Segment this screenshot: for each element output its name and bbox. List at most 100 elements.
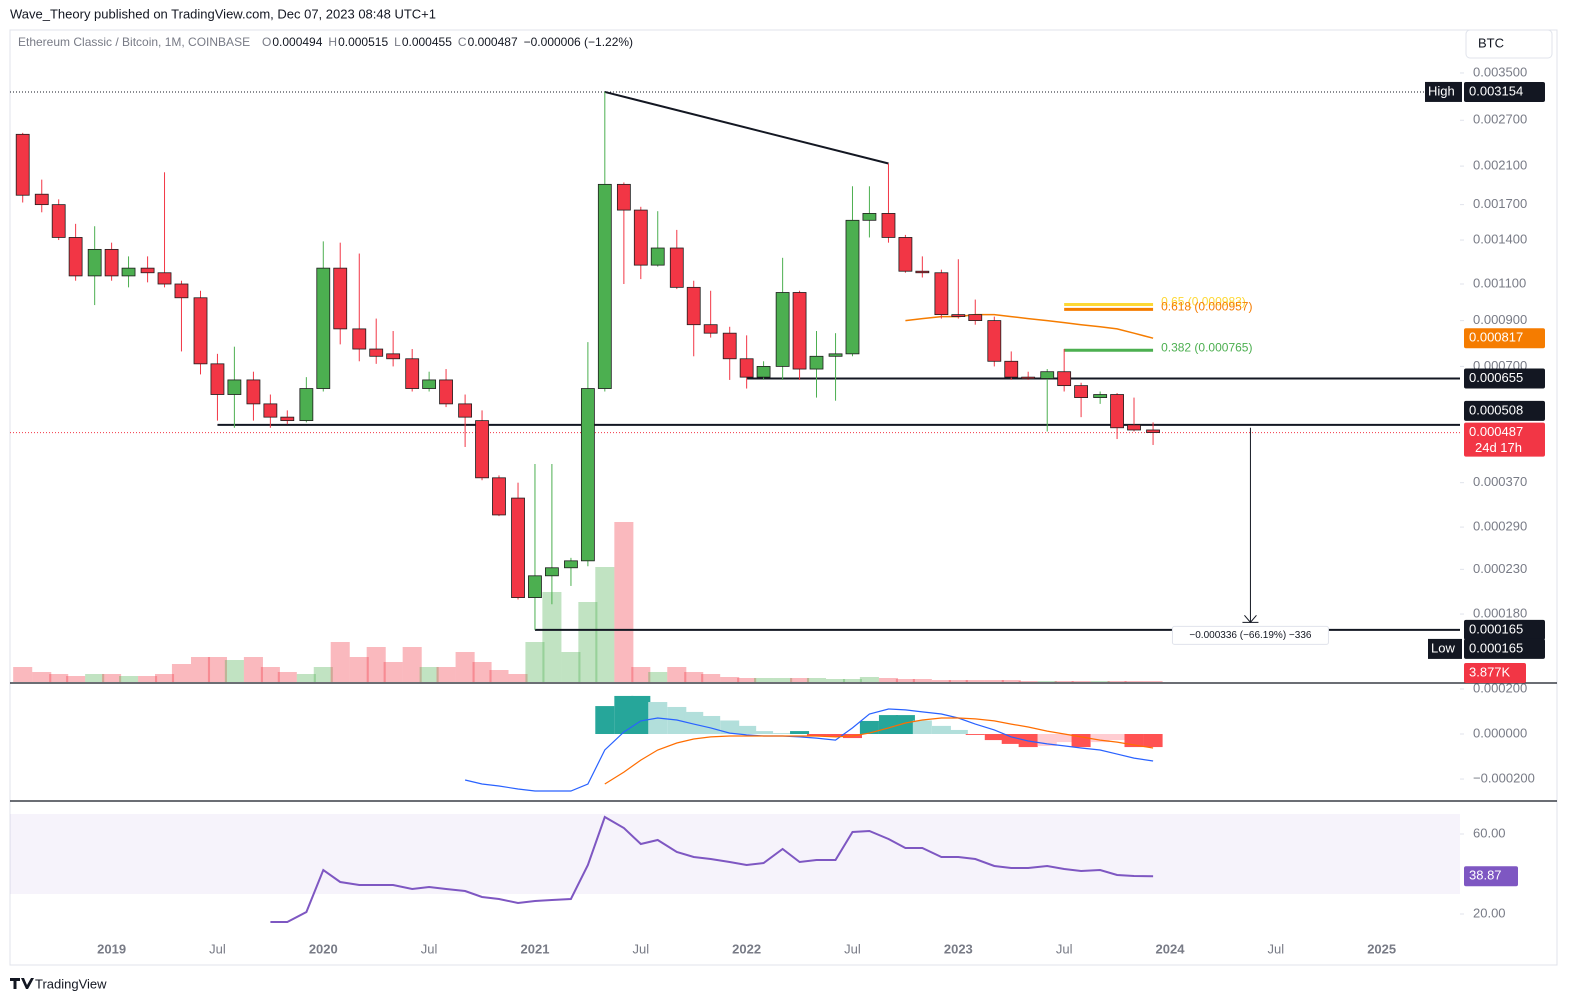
volume-value-box [1464,663,1526,683]
countdown: 24d 17h [1475,440,1522,455]
volume-bar [383,662,403,682]
candle-body [987,320,1002,362]
candle-body [686,286,701,326]
candle-body [1004,360,1019,378]
candle-body [669,247,684,288]
high-tag-box [1425,81,1462,102]
candle-body [280,416,295,422]
candle-body [809,355,824,370]
ma-value-box [1464,328,1545,349]
candle-body [881,213,896,238]
candle-body [580,388,595,562]
candle-body [934,272,949,316]
x-tick-label: Jul [209,941,226,956]
candle-body [458,403,473,418]
signal-line [604,717,1154,785]
x-tick-label: Jul [844,941,861,956]
volume-bar [1071,681,1091,682]
macd-histogram [790,731,810,735]
y-tick-label: 0.000370 [1473,474,1527,489]
candle-body [369,348,384,357]
candle-body [828,353,843,357]
macd-histogram [701,715,721,735]
macd-histogram [1107,734,1127,741]
volume-bar [489,670,509,682]
currency-button[interactable] [1465,29,1553,59]
ma-value: 0.000817 [1469,330,1523,345]
volume-bar [1001,680,1021,682]
volume-bar [313,667,333,682]
y-tick-label: 0.000200 [1473,680,1527,695]
level-value-box [1464,619,1545,640]
macd-histogram [948,729,968,735]
trendline [604,90,889,165]
candle-body [68,237,83,277]
low-value-box [1464,638,1545,659]
macd-histogram [595,706,615,735]
x-tick-label: 2023 [944,941,973,956]
volume-bar [402,647,422,682]
ohlc-value: 0.000494 [272,35,322,49]
volume-bar [66,676,86,682]
volume-bar [773,678,793,682]
volume-bar [648,672,668,682]
volume-bar [1107,681,1127,682]
volume-bar [155,674,175,682]
volume-bar [1037,681,1057,682]
rsi-value: 38.87 [1469,868,1502,883]
candle-body [633,209,648,266]
x-tick-label: 2020 [309,941,338,956]
candle-body [316,267,331,389]
volume-bar [102,674,122,682]
measure-label: −0.000336 (−66.19%) −336 [1189,630,1311,641]
low-tag: Low [1431,640,1455,655]
macd-histogram [1001,734,1021,744]
volume-bar [49,674,69,682]
price-box [1464,422,1545,457]
volume-value: 3.877K [1469,664,1511,679]
volume-bar [1018,681,1038,682]
macd-histogram [773,733,793,735]
level-value: 0.000165 [1469,621,1523,636]
currency[interactable]: BTC [1478,35,1504,50]
candle-body [34,193,49,206]
candle-body [1057,371,1072,387]
candle-body [862,213,877,221]
macd-histogram [965,734,985,735]
volume-bar [13,667,33,682]
volume-bar [1054,681,1074,682]
macd-histogram [1054,734,1074,743]
candle-body [703,324,718,334]
candle-body [1093,394,1108,398]
fib-label: 0.382 (0.000765) [1161,340,1252,354]
rsi-line [270,815,1154,923]
x-tick-label: Jul [632,941,649,956]
macd-histogram [806,734,827,737]
volume-bar [578,602,598,682]
volume-bar [207,657,227,682]
volume-bar [508,674,528,682]
volume-bar [720,677,740,682]
y-tick-label: −0.000200 [1473,770,1535,785]
volume-bar [32,672,52,682]
candle-body [299,388,314,422]
volume-bar [171,664,191,682]
candle-body [352,328,367,350]
candle-body [157,272,172,285]
volume-bar [1124,681,1144,682]
volume-bar [631,667,651,682]
candle-body [210,363,225,395]
candle-body [174,283,189,299]
macd-histogram [895,715,915,735]
candle-body [1074,385,1088,398]
ohlc-key: O [262,35,271,49]
volume-bar [296,674,316,682]
candle-body [104,248,119,277]
volume-bar [859,677,879,682]
level-value: 0.000508 [1469,402,1523,417]
candle-body [792,292,807,370]
volume-bar [895,679,915,682]
candle-body [722,332,737,360]
macd-histogram [859,720,879,735]
x-tick-label: 2024 [1156,941,1186,956]
